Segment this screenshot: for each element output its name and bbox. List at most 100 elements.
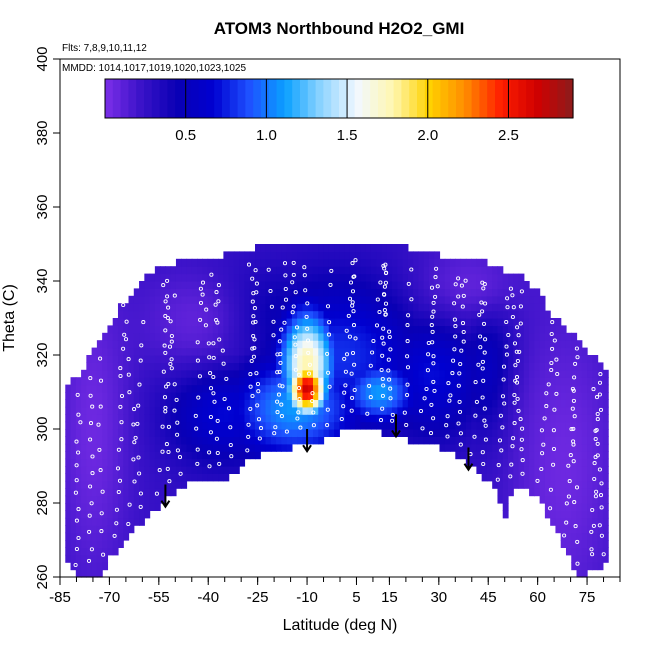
heatmap-cell <box>492 443 499 452</box>
heatmap-cell <box>513 355 520 363</box>
heatmap-cell <box>149 458 156 467</box>
heatmap-cell <box>291 266 298 275</box>
heatmap-cell <box>486 288 493 297</box>
flight-point <box>248 372 253 377</box>
heatmap-cell <box>486 273 493 282</box>
heatmap-cell <box>428 310 435 319</box>
heatmap-cell <box>434 258 441 267</box>
heatmap-cell <box>587 414 593 423</box>
heatmap-cell <box>497 281 504 289</box>
heatmap-cell <box>344 303 351 312</box>
flight-point <box>252 306 257 311</box>
flight-point <box>214 290 219 295</box>
flight-point <box>161 283 166 288</box>
heatmap-cell <box>376 362 383 371</box>
heatmap-cell <box>539 480 546 489</box>
heatmap-cell <box>107 436 114 445</box>
heatmap-cell <box>102 517 109 526</box>
heatmap-cell <box>160 303 167 312</box>
heatmap-cell <box>107 480 114 489</box>
heatmap-cell <box>181 466 188 474</box>
heatmap-cell <box>207 466 214 474</box>
heatmap-cell <box>534 473 541 482</box>
heatmap-cell <box>471 436 477 445</box>
heatmap-cell <box>502 288 509 297</box>
flight-point <box>390 412 395 417</box>
heatmap-cell <box>513 332 520 341</box>
heatmap-cell <box>139 451 145 460</box>
heatmap-cell <box>170 318 177 326</box>
heatmap-cell <box>476 406 483 415</box>
heatmap-cell <box>550 429 557 437</box>
heatmap-cell <box>334 303 340 312</box>
heatmap-cell <box>186 355 193 363</box>
heatmap-cell <box>402 273 409 282</box>
heatmap-cell <box>191 281 198 289</box>
heatmap-cell <box>102 473 109 482</box>
heatmap-cell <box>239 281 246 289</box>
heatmap-cell <box>297 258 304 267</box>
flight-point <box>325 423 330 428</box>
heatmap-cell <box>581 399 588 408</box>
heatmap-cell <box>407 377 414 386</box>
heatmap-cell <box>249 281 256 289</box>
heatmap-cell <box>223 295 230 304</box>
heatmap-cell <box>360 281 367 289</box>
flight-point <box>275 399 280 404</box>
heatmap-cell <box>418 355 425 363</box>
heatmap-cell <box>160 340 167 349</box>
heatmap-cell <box>144 325 151 334</box>
heatmap-cell <box>349 377 356 386</box>
heatmap-cell <box>207 458 214 467</box>
colorbar-tick-label: 0.5 <box>175 127 196 144</box>
heatmap-cell <box>191 303 198 312</box>
heatmap-cell <box>365 399 372 408</box>
flight-point <box>290 280 295 285</box>
flight-point <box>126 372 131 377</box>
heatmap-cell <box>286 310 293 319</box>
heatmap-cell <box>486 399 493 408</box>
heatmap-cell <box>576 569 583 578</box>
heatmap-cell <box>86 466 93 474</box>
heatmap-cell <box>144 458 151 467</box>
heatmap-cell <box>529 355 535 363</box>
heatmap-cell <box>465 355 472 363</box>
heatmap-cell <box>212 340 219 349</box>
heatmap-cell <box>397 251 404 260</box>
heatmap-cell <box>344 281 351 289</box>
heatmap-cell <box>534 436 541 445</box>
heatmap-cell <box>128 362 135 371</box>
heatmap-cell <box>418 406 425 415</box>
heatmap-cell <box>197 325 203 334</box>
heatmap-cell <box>370 266 377 275</box>
heatmap-cell <box>492 332 499 341</box>
heatmap-cell <box>534 355 541 363</box>
heatmap-cell <box>160 325 167 334</box>
heatmap-cell <box>397 332 404 341</box>
heatmap-cell <box>602 429 609 437</box>
flight-point <box>431 300 436 305</box>
heatmap-cell <box>81 406 87 415</box>
heatmap-cell <box>376 340 383 349</box>
heatmap-cell <box>455 273 462 282</box>
heatmap-cell <box>365 377 372 386</box>
heatmap-cell <box>334 310 340 319</box>
heatmap-cell <box>233 443 240 452</box>
heatmap-cell <box>265 436 272 445</box>
heatmap-cell <box>497 399 504 408</box>
flight-point <box>73 562 78 568</box>
heatmap-cell <box>592 458 599 467</box>
heatmap-cell <box>423 355 430 363</box>
heatmap-cell <box>334 377 340 386</box>
heatmap-cell <box>444 392 451 400</box>
heatmap-cell <box>355 347 362 356</box>
heatmap-cell <box>513 295 520 304</box>
heatmap-cell <box>270 429 277 437</box>
heatmap-cell <box>144 384 151 393</box>
flight-point <box>502 401 507 406</box>
heatmap-cell <box>117 480 124 489</box>
flight-point <box>207 464 212 469</box>
heatmap-cell <box>128 310 135 319</box>
flight-point <box>591 387 596 392</box>
heatmap-cell <box>154 325 161 334</box>
